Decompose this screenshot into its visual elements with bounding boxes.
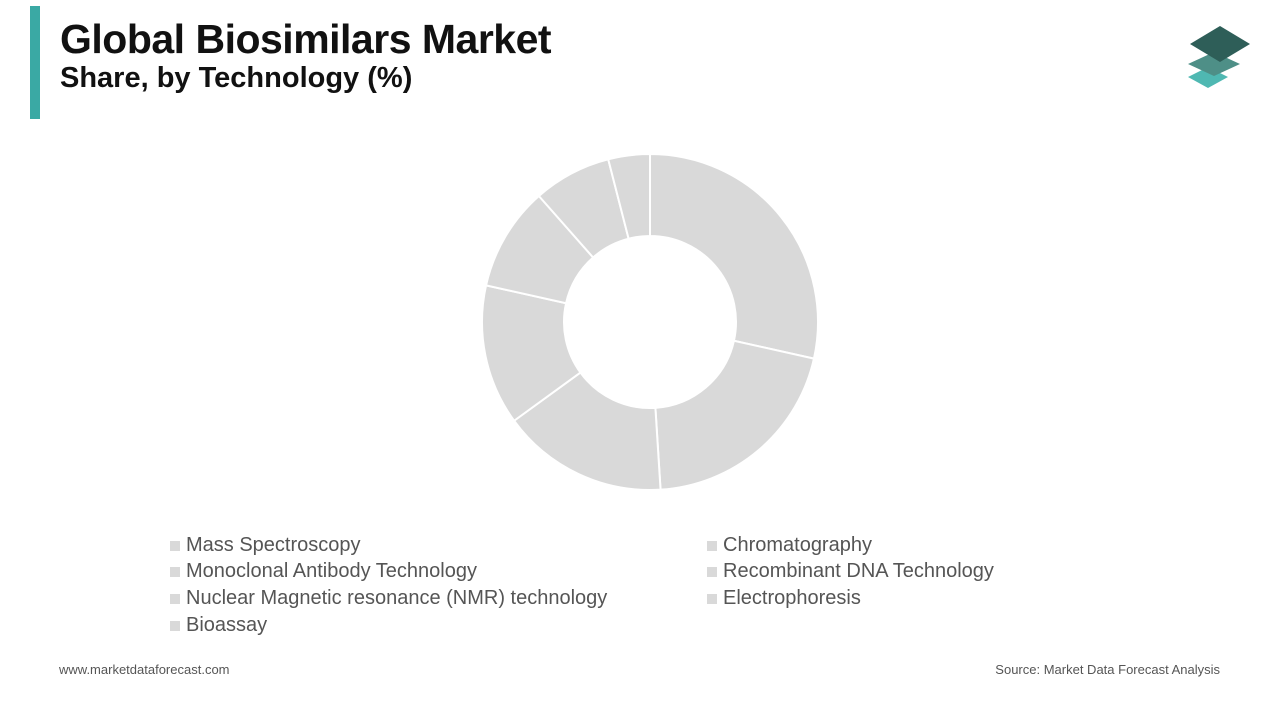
legend-swatch bbox=[707, 593, 717, 604]
legend-label: Electrophoresis bbox=[723, 587, 861, 609]
legend-label: Recombinant DNA Technology bbox=[723, 560, 994, 582]
donut-slice-2 bbox=[654, 339, 816, 491]
page-subtitle: Share, by Technology (%) bbox=[60, 62, 413, 94]
legend-swatch bbox=[707, 540, 717, 551]
stacked-layers-icon bbox=[1188, 26, 1250, 88]
logo-layer-top bbox=[1190, 26, 1250, 62]
legend-swatch bbox=[707, 566, 717, 577]
legend-item-5: Nuclear Magnetic resonance (NMR) technol… bbox=[170, 587, 607, 610]
page-title: Global Biosimilars Market bbox=[60, 16, 552, 62]
legend-item-6: Electrophoresis bbox=[707, 587, 861, 610]
legend-swatch bbox=[170, 540, 180, 551]
donut-slice-1 bbox=[649, 152, 819, 360]
footer-website[interactable]: www.marketdataforecast.com bbox=[59, 662, 230, 677]
legend-item-4: Recombinant DNA Technology bbox=[707, 560, 994, 583]
legend-swatch bbox=[170, 566, 180, 577]
legend-item-7: Bioassay bbox=[170, 614, 267, 637]
donut-slice-7 bbox=[607, 152, 651, 240]
legend-swatch bbox=[170, 620, 180, 631]
logo-layer-middle bbox=[1188, 52, 1240, 76]
legend-swatch bbox=[170, 593, 180, 604]
legend-label: Chromatography bbox=[723, 534, 872, 556]
legend-label: Mass Spectroscopy bbox=[186, 534, 361, 556]
legend-item-3: Monoclonal Antibody Technology bbox=[170, 560, 477, 583]
legend-item-1: Mass Spectroscopy bbox=[170, 534, 361, 557]
legend-item-2: Chromatography bbox=[707, 534, 872, 557]
legend-label: Nuclear Magnetic resonance (NMR) technol… bbox=[186, 587, 608, 609]
title-accent-bar bbox=[30, 6, 40, 119]
legend-label: Monoclonal Antibody Technology bbox=[186, 560, 477, 582]
legend-label: Bioassay bbox=[186, 614, 268, 636]
footer-source: Source: Market Data Forecast Analysis bbox=[995, 662, 1220, 677]
